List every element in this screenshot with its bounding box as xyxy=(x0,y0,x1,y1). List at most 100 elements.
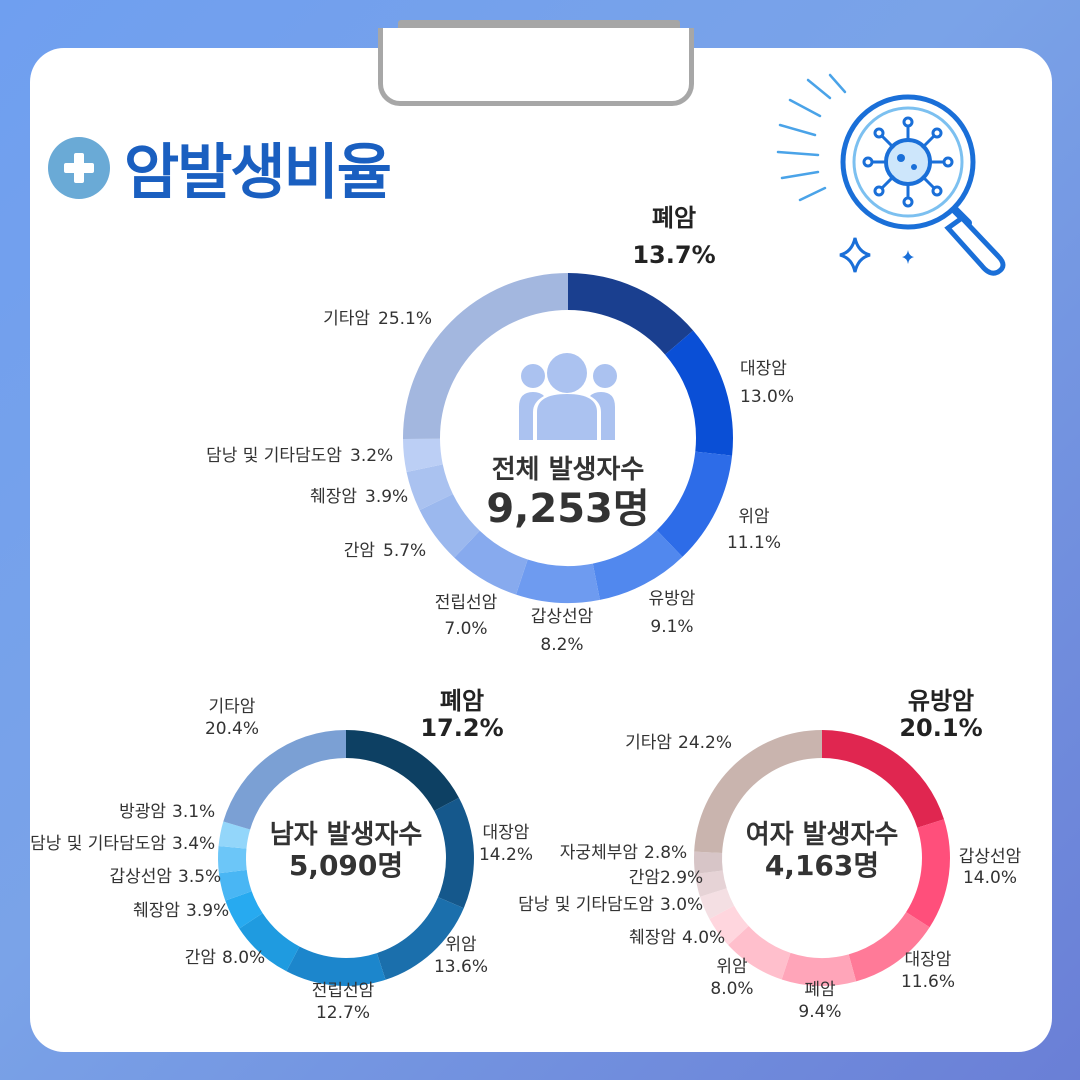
total-donut-segment-1 xyxy=(665,330,733,456)
male-label-0-name: 폐암 xyxy=(440,687,484,715)
female-donut-segment-1 xyxy=(906,819,951,928)
total-label-0-name: 폐암 xyxy=(652,204,696,232)
male-label-4: 간암 8.0% xyxy=(185,948,265,968)
male-label-3-value: 12.7% xyxy=(316,1003,370,1023)
male-label-7-value: 3.4% xyxy=(172,834,215,854)
female-center-label: 여자 발생자수 xyxy=(746,820,899,850)
female-label-0-name: 유방암 xyxy=(908,687,974,715)
male-label-0-value: 17.2% xyxy=(420,714,503,742)
female-label-7-name: 간암 xyxy=(629,868,661,888)
male-donut-segment-7 xyxy=(217,845,247,874)
female-label-8: 자궁체부암 2.8% xyxy=(560,843,687,863)
total-donut-segment-9 xyxy=(403,273,568,440)
male-donut-segment-5 xyxy=(225,891,263,929)
male-label-6: 갑상선암 3.5% xyxy=(109,867,221,887)
female-donut-segment-7 xyxy=(695,870,727,897)
total-label-7-value: 3.9% xyxy=(365,487,408,507)
total-donut-segment-4 xyxy=(516,559,600,603)
female-label-0-value: 20.1% xyxy=(899,714,982,742)
female-label-4-name: 위암 xyxy=(716,957,748,977)
total-label-5-name: 전립선암 xyxy=(435,593,498,613)
female-center-value: 4,163명 xyxy=(765,849,879,882)
total-donut-segment-7 xyxy=(406,464,453,511)
male-label-5-name: 췌장암 xyxy=(133,901,180,921)
total-label-8-name: 담낭 및 기타담도암 xyxy=(206,446,342,466)
male-label-8-value: 3.1% xyxy=(172,802,215,822)
total-label-0-value: 13.7% xyxy=(632,241,715,269)
total-label-6-name: 간암 xyxy=(344,541,376,561)
magnifier-virus-icon xyxy=(776,73,1006,276)
female-label-8-name: 자궁체부암 xyxy=(560,843,639,863)
male-donut-segment-0 xyxy=(346,730,459,811)
male-label-6-name: 갑상선암 xyxy=(109,867,172,887)
female-donut-segment-4 xyxy=(728,925,791,980)
female-donut-segment-9 xyxy=(694,730,822,853)
female-label-3-name: 폐암 xyxy=(804,980,836,1000)
female-label-5-name: 췌장암 xyxy=(629,928,676,948)
female-donut-segment-2 xyxy=(848,912,930,982)
male-donut-segment-3 xyxy=(286,946,386,986)
female-label-9: 기타암 24.2% xyxy=(625,733,732,753)
total-label-9-value: 25.1% xyxy=(378,309,432,329)
total-label-3-name: 유방암 xyxy=(649,589,696,609)
male-donut-segment-2 xyxy=(376,897,464,980)
female-label-5-value: 4.0% xyxy=(682,928,725,948)
total-donut-segment-0 xyxy=(568,273,694,355)
total-label-9-name: 기타암 xyxy=(323,309,370,329)
total-label-4-value: 8.2% xyxy=(540,635,583,655)
male-donut-segment-8 xyxy=(218,821,251,849)
clipboard-card xyxy=(30,48,1052,1052)
male-label-5-value: 3.9% xyxy=(186,901,229,921)
total-donut-segment-5 xyxy=(454,530,528,595)
female-label-8-value: 2.8% xyxy=(644,843,687,863)
male-label-9-name: 기타암 xyxy=(209,697,256,717)
female-label-6-value: 3.0% xyxy=(660,895,703,915)
male-label-6-value: 3.5% xyxy=(178,867,221,887)
total-label-2-name: 위암 xyxy=(738,507,770,527)
female-donut-segment-6 xyxy=(700,888,735,919)
female-label-6-name: 담낭 및 기타담도암 xyxy=(518,895,654,915)
male-label-4-value: 8.0% xyxy=(222,948,265,968)
female-label-5: 췌장암 4.0% xyxy=(629,928,725,948)
male-label-2-value: 13.6% xyxy=(434,957,488,977)
female-label-9-value: 24.2% xyxy=(678,733,732,753)
total-label-1-name: 대장암 xyxy=(740,359,787,379)
female-label-2-value: 11.6% xyxy=(901,972,955,992)
female-label-6: 담낭 및 기타담도암 3.0% xyxy=(518,895,703,915)
total-donut-segment-2 xyxy=(656,451,733,557)
plus-icon xyxy=(48,136,110,199)
male-label-1-name: 대장암 xyxy=(483,823,530,843)
male-label-8-name: 방광암 xyxy=(119,802,166,822)
page-title: 암발생비율 xyxy=(124,138,392,208)
female-label-1-name: 갑상선암 xyxy=(959,847,1022,867)
male-label-1-value: 14.2% xyxy=(479,845,533,865)
female-label-7-value: 2.9% xyxy=(660,868,703,888)
people-icon xyxy=(519,353,617,440)
total-label-7-name: 췌장암 xyxy=(310,487,357,507)
clipboard-clip xyxy=(378,28,694,106)
total-label-2-value: 11.1% xyxy=(727,533,781,553)
male-center-value: 5,090명 xyxy=(289,849,403,882)
male-labels: 폐암 17.2% 대장암 14.2% 위암 13.6% 전립선암 12.7% 간… xyxy=(30,687,533,1023)
total-label-3-value: 9.1% xyxy=(650,617,693,637)
page-header: 암발생비율 xyxy=(48,124,392,211)
male-label-7: 담낭 및 기타담도암 3.4% xyxy=(30,834,215,854)
total-donut-segment-8 xyxy=(403,438,443,472)
female-label-3-value: 9.4% xyxy=(798,1002,841,1022)
male-label-3-name: 전립선암 xyxy=(312,981,375,1001)
male-label-5: 췌장암 3.9% xyxy=(133,901,229,921)
female-label-7: 간암 2.9% xyxy=(629,868,703,888)
male-donut-segment-4 xyxy=(239,913,300,972)
female-label-2-name: 대장암 xyxy=(905,950,952,970)
total-donut-segment-3 xyxy=(592,530,683,600)
total-label-7: 췌장암 3.9% xyxy=(310,487,408,507)
male-donut-segment-1 xyxy=(434,797,474,909)
total-label-6-value: 5.7% xyxy=(383,541,426,561)
female-labels: 유방암 20.1% 갑상선암 14.0% 대장암 11.6% 폐암 9.4% 위… xyxy=(518,687,1022,1022)
male-label-7-name: 담낭 및 기타담도암 xyxy=(30,834,166,854)
female-donut-segment-5 xyxy=(709,905,749,946)
total-label-5-value: 7.0% xyxy=(444,619,487,639)
female-donut-segment-3 xyxy=(781,952,857,987)
male-label-8: 방광암 3.1% xyxy=(119,802,215,822)
